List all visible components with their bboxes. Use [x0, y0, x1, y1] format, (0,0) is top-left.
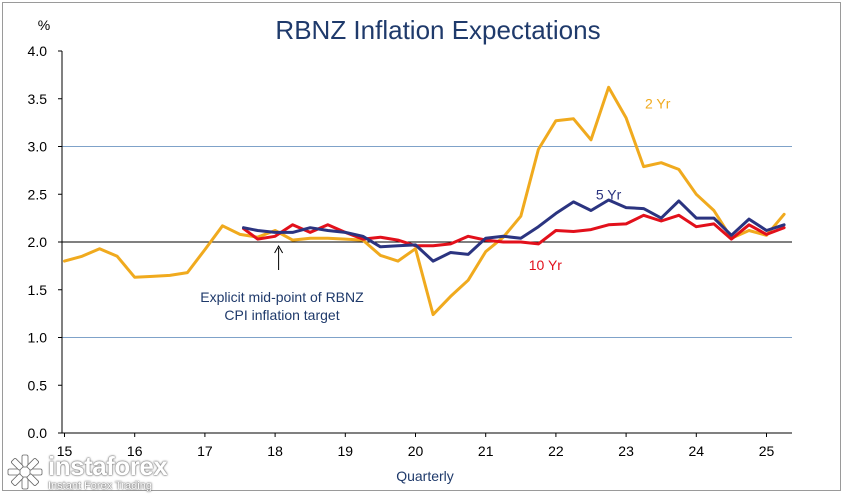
x-tick-label: 20	[408, 443, 424, 459]
brand-logo: instaforex Instant Forex Trading	[6, 452, 184, 492]
series-labels: 2 Yr 5 Yr 10 Yr	[529, 96, 671, 273]
series-label-5-yr: 5 Yr	[596, 186, 622, 202]
y-tick-label: 4.0	[28, 43, 48, 59]
annotation-arrow-head	[274, 244, 284, 254]
reference-lines	[62, 146, 792, 338]
brand-tagline: Instant Forex Trading	[48, 479, 152, 492]
y-tick-label: 1.0	[28, 330, 48, 346]
annotation-text-line: Explicit mid-point of RBNZ	[200, 289, 364, 305]
x-tick-label: 25	[759, 443, 775, 459]
y-tick-labels: 0.0 0.5 1.0 1.5 2.0 2.5 3.0 3.5 4.0	[28, 43, 62, 441]
x-tick-label: 18	[267, 443, 283, 459]
x-tick-label: 22	[548, 443, 564, 459]
brand-name: instaforex	[48, 450, 168, 481]
series-line-10-yr	[242, 213, 786, 248]
x-tick-label: 21	[478, 443, 494, 459]
x-tick-labels: 15 16 17 18 19 20 21 22 23 24 25	[57, 433, 775, 459]
y-tick-label: 2.5	[28, 186, 48, 202]
y-tick-label: 0.5	[28, 377, 48, 393]
y-tick-label: 3.5	[28, 91, 48, 107]
target-annotation: Explicit mid-point of RBNZ CPI inflation …	[200, 244, 364, 323]
y-tick-label: 1.5	[28, 282, 48, 298]
annotation-text-line: CPI inflation target	[224, 307, 339, 323]
x-tick-label: 23	[618, 443, 634, 459]
chart-title: RBNZ Inflation Expectations	[275, 15, 600, 45]
series-line-5-yr	[242, 198, 786, 263]
series-lines	[63, 85, 786, 317]
y-tick-label: 0.0	[28, 425, 48, 441]
x-axis-label: Quarterly	[396, 468, 454, 484]
series-label-10-yr: 10 Yr	[529, 257, 563, 273]
x-tick-label: 17	[197, 443, 213, 459]
x-tick-label: 15	[57, 443, 73, 459]
instaforex-logo-icon	[7, 454, 43, 490]
x-tick-label: 24	[689, 443, 705, 459]
series-line-2-yr	[63, 85, 786, 317]
y-tick-label: 2.0	[28, 234, 48, 250]
x-tick-label: 16	[127, 443, 143, 459]
y-axis-unit: %	[38, 17, 50, 33]
x-tick-label: 19	[338, 443, 354, 459]
y-tick-label: 3.0	[28, 139, 48, 155]
series-label-2-yr: 2 Yr	[645, 96, 671, 112]
